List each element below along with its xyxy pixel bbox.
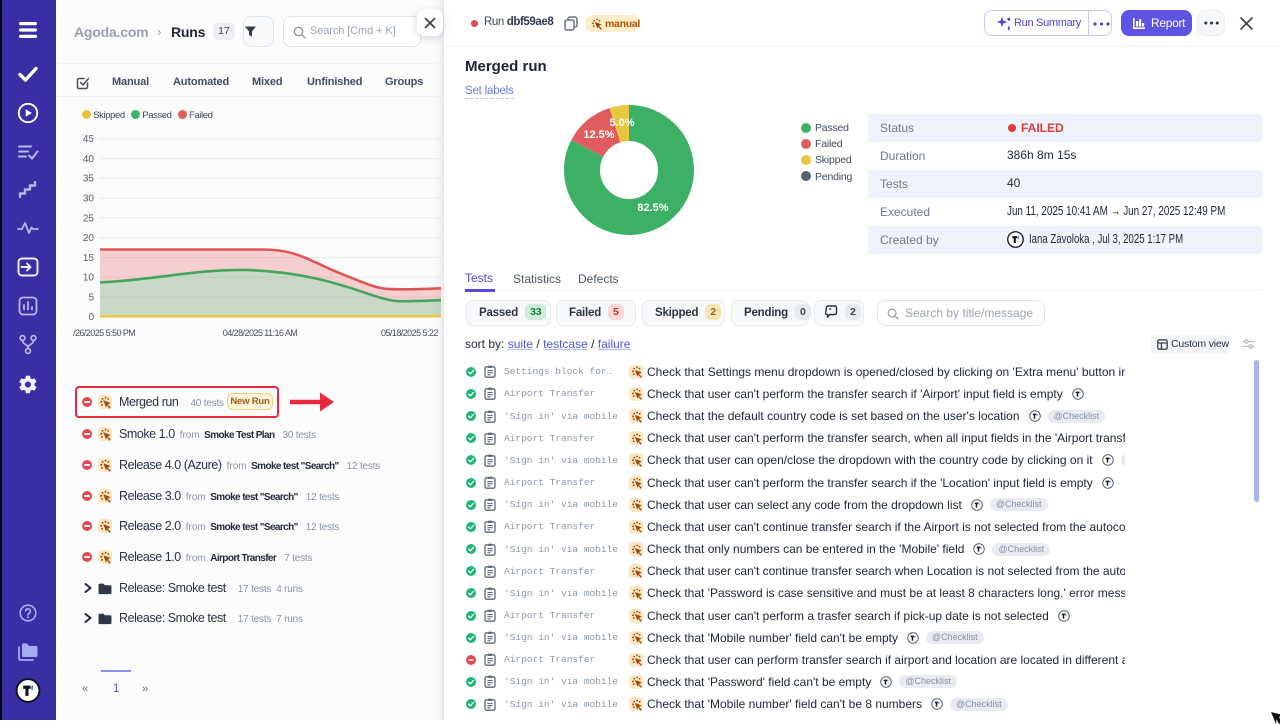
svg-text:25: 25 <box>83 213 95 224</box>
svg-text:45: 45 <box>83 134 95 145</box>
svg-text:5.0%: 5.0% <box>609 117 634 129</box>
svg-text:05/18/2025 5:22: 05/18/2025 5:22 <box>381 328 438 338</box>
svg-text:20: 20 <box>83 233 95 244</box>
svg-text:15: 15 <box>83 253 95 264</box>
svg-text:30: 30 <box>83 194 95 205</box>
svg-text:04/28/2025 11:16 AM: 04/28/2025 11:16 AM <box>223 328 298 338</box>
svg-text:35: 35 <box>83 174 95 185</box>
svg-text:82.5%: 82.5% <box>637 202 668 214</box>
svg-text:/26/2025 5:50 PM: /26/2025 5:50 PM <box>73 328 135 338</box>
svg-text:0: 0 <box>88 312 94 323</box>
svg-text:5: 5 <box>88 292 94 303</box>
svg-text:40: 40 <box>83 154 95 165</box>
svg-text:10: 10 <box>83 273 95 284</box>
svg-text:12.5%: 12.5% <box>583 129 614 141</box>
